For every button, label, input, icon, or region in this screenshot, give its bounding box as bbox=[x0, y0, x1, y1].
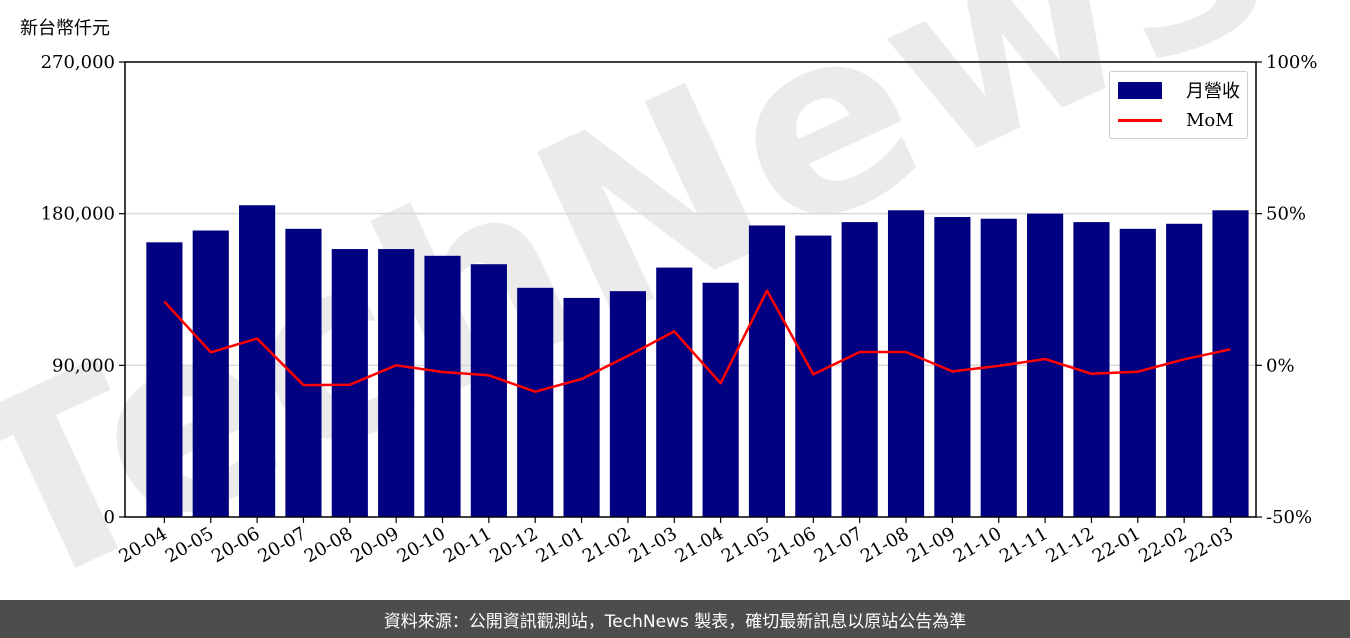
x-tick-label-22-02: 22-02 bbox=[1135, 523, 1190, 567]
x-tick-label-21-08: 21-08 bbox=[857, 523, 912, 567]
legend: 月營收 MoM bbox=[1109, 71, 1248, 139]
bar-20-05 bbox=[192, 230, 229, 517]
y-left-tick-label: 180,000 bbox=[41, 204, 115, 225]
legend-swatch-line bbox=[1118, 118, 1162, 122]
x-tick-label-22-03: 22-03 bbox=[1182, 523, 1237, 567]
chart-canvas: TechNews 090,000180,000270,000-50%0%50%1… bbox=[0, 0, 1317, 600]
legend-label-revenue: 月營收 bbox=[1186, 81, 1240, 102]
x-tick-label-21-01: 21-01 bbox=[533, 523, 588, 567]
bar-21-08 bbox=[887, 210, 925, 517]
x-tick-label-20-10: 20-10 bbox=[394, 523, 449, 567]
bar-22-03 bbox=[1212, 210, 1249, 517]
mom-line bbox=[163, 289, 1231, 393]
bar-21-03 bbox=[656, 267, 693, 517]
x-tick-label-21-02: 21-02 bbox=[579, 523, 634, 567]
bar-21-04 bbox=[702, 282, 739, 517]
bar-21-05 bbox=[748, 225, 786, 518]
footer-text: 資料來源：公開資訊觀測站，TechNews 製表，確切最新訊息以原站公告為準 bbox=[383, 611, 967, 632]
bar-20-09 bbox=[378, 249, 415, 518]
y-right-tick-label: 100% bbox=[1266, 52, 1317, 73]
x-tick-label-21-11: 21-11 bbox=[996, 523, 1051, 567]
x-tick-label-21-06: 21-06 bbox=[764, 523, 819, 567]
y-axis-unit-label: 新台幣仟元 bbox=[20, 18, 110, 39]
x-tick-label-20-12: 20-12 bbox=[486, 523, 541, 567]
bar-20-11 bbox=[470, 264, 507, 517]
legend-item-line: MoM bbox=[1118, 106, 1234, 134]
bar-21-11 bbox=[1027, 213, 1064, 517]
bar-20-10 bbox=[424, 255, 461, 517]
x-tick-label-20-09: 20-09 bbox=[347, 523, 402, 567]
bar-21-01 bbox=[563, 297, 600, 517]
legend-label-mom: MoM bbox=[1186, 109, 1234, 131]
bar-21-06 bbox=[795, 235, 832, 517]
x-tick-label-21-10: 21-10 bbox=[950, 523, 1005, 567]
y-left-tick-label: 0 bbox=[104, 507, 115, 528]
x-tick-label-21-07: 21-07 bbox=[811, 523, 866, 567]
bar-20-06 bbox=[239, 205, 276, 518]
x-tick-label-21-03: 21-03 bbox=[625, 523, 680, 567]
legend-item-bar: 月營收 bbox=[1118, 76, 1240, 104]
y-left-tick-label: 270,000 bbox=[41, 52, 115, 73]
x-tick-label-22-01: 22-01 bbox=[1089, 523, 1144, 567]
y-right-tick-label: -50% bbox=[1266, 507, 1312, 528]
y-right-tick-label: 50% bbox=[1266, 204, 1306, 225]
bar-series bbox=[146, 205, 1249, 518]
legend-swatch-bar bbox=[1118, 81, 1162, 99]
line-series bbox=[163, 289, 1231, 393]
y-left-tick-label: 90,000 bbox=[52, 355, 115, 376]
y-right-tick-label: 0% bbox=[1266, 355, 1295, 376]
bar-20-08 bbox=[331, 249, 368, 518]
x-tick-label-21-09: 21-09 bbox=[903, 523, 958, 567]
x-tick-label-21-04: 21-04 bbox=[672, 523, 727, 567]
x-tick-label-21-05: 21-05 bbox=[718, 523, 773, 567]
bar-20-12 bbox=[517, 287, 554, 517]
x-tick-label-20-11: 20-11 bbox=[440, 523, 495, 567]
bar-21-07 bbox=[841, 222, 878, 517]
source-footer: 資料來源：公開資訊觀測站，TechNews 製表，確切最新訊息以原站公告為準 bbox=[0, 600, 1350, 638]
x-tick-label-21-12: 21-12 bbox=[1043, 523, 1098, 567]
bar-21-02 bbox=[609, 291, 647, 517]
x-tick-label-20-08: 20-08 bbox=[301, 523, 356, 567]
plot-frame bbox=[124, 61, 1257, 518]
bar-22-02 bbox=[1166, 223, 1203, 517]
bar-20-04 bbox=[146, 242, 183, 517]
